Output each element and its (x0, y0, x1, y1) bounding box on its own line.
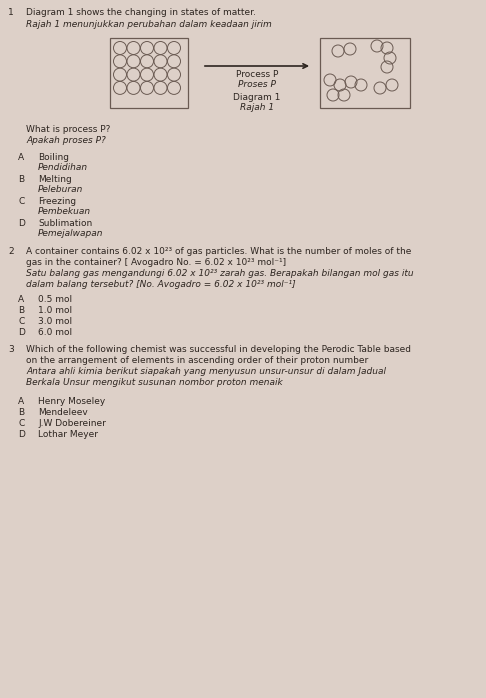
Text: Proses P: Proses P (238, 80, 276, 89)
Text: Mendeleev: Mendeleev (38, 408, 88, 417)
Text: Berkala Unsur mengikut susunan nombor proton menaik: Berkala Unsur mengikut susunan nombor pr… (26, 378, 283, 387)
Bar (320, 38, 410, 108)
Text: Process P: Process P (236, 70, 278, 79)
Text: Which of the following chemist was successful in developing the Perodic Table ba: Which of the following chemist was succe… (26, 345, 411, 354)
Text: 2: 2 (8, 247, 14, 256)
Text: A: A (18, 153, 24, 162)
Text: Apakah proses P?: Apakah proses P? (26, 136, 106, 145)
Text: Satu balang gas mengandungi 6.02 x 10²³ zarah gas. Berapakah bilangan mol gas it: Satu balang gas mengandungi 6.02 x 10²³ … (26, 269, 414, 278)
Text: Rajah 1 menunjukkan perubahan dalam keadaan jirim: Rajah 1 menunjukkan perubahan dalam kead… (26, 20, 272, 29)
Text: Pemejalwapan: Pemejalwapan (38, 229, 104, 238)
Text: Peleburan: Peleburan (38, 185, 84, 194)
Text: A container contains 6.02 x 10²³ of gas particles. What is the number of moles o: A container contains 6.02 x 10²³ of gas … (26, 247, 411, 256)
Text: Melting: Melting (38, 175, 72, 184)
Text: 3: 3 (8, 345, 14, 354)
Text: B: B (18, 175, 24, 184)
Text: A: A (18, 295, 24, 304)
Text: dalam balang tersebut? [No. Avogadro = 6.02 x 10²³ mol⁻¹]: dalam balang tersebut? [No. Avogadro = 6… (26, 280, 295, 289)
Text: gas in the container? [ Avogadro No. = 6.02 x 10²³ mol⁻¹]: gas in the container? [ Avogadro No. = 6… (26, 258, 286, 267)
Text: D: D (18, 430, 25, 439)
Text: Henry Moseley: Henry Moseley (38, 397, 105, 406)
Bar (110, 38, 188, 108)
Text: Diagram 1 shows the changing in states of matter.: Diagram 1 shows the changing in states o… (26, 8, 256, 17)
Text: Lothar Meyer: Lothar Meyer (38, 430, 98, 439)
Text: D: D (18, 219, 25, 228)
Text: Diagram 1: Diagram 1 (233, 93, 281, 102)
Text: C: C (18, 197, 24, 206)
Text: Antara ahli kimia berikut siapakah yang menyusun unsur-unsur di dalam Jadual: Antara ahli kimia berikut siapakah yang … (26, 367, 386, 376)
Text: C: C (18, 317, 24, 326)
Text: 1.0 mol: 1.0 mol (38, 306, 72, 315)
Text: on the arrangement of elements in ascending order of their proton number: on the arrangement of elements in ascend… (26, 356, 368, 365)
Text: Sublimation: Sublimation (38, 219, 92, 228)
Text: What is process P?: What is process P? (26, 125, 110, 134)
Text: Freezing: Freezing (38, 197, 76, 206)
Text: A: A (18, 397, 24, 406)
Text: Pendidihan: Pendidihan (38, 163, 88, 172)
Text: 1: 1 (8, 8, 14, 17)
Text: B: B (18, 306, 24, 315)
Text: D: D (18, 328, 25, 337)
Text: Rajah 1: Rajah 1 (240, 103, 274, 112)
Text: C: C (18, 419, 24, 428)
Text: 3.0 mol: 3.0 mol (38, 317, 72, 326)
Text: B: B (18, 408, 24, 417)
Text: J.W Dobereiner: J.W Dobereiner (38, 419, 106, 428)
Text: 6.0 mol: 6.0 mol (38, 328, 72, 337)
Text: 0.5 mol: 0.5 mol (38, 295, 72, 304)
Text: Pembekuan: Pembekuan (38, 207, 91, 216)
Text: Boiling: Boiling (38, 153, 69, 162)
